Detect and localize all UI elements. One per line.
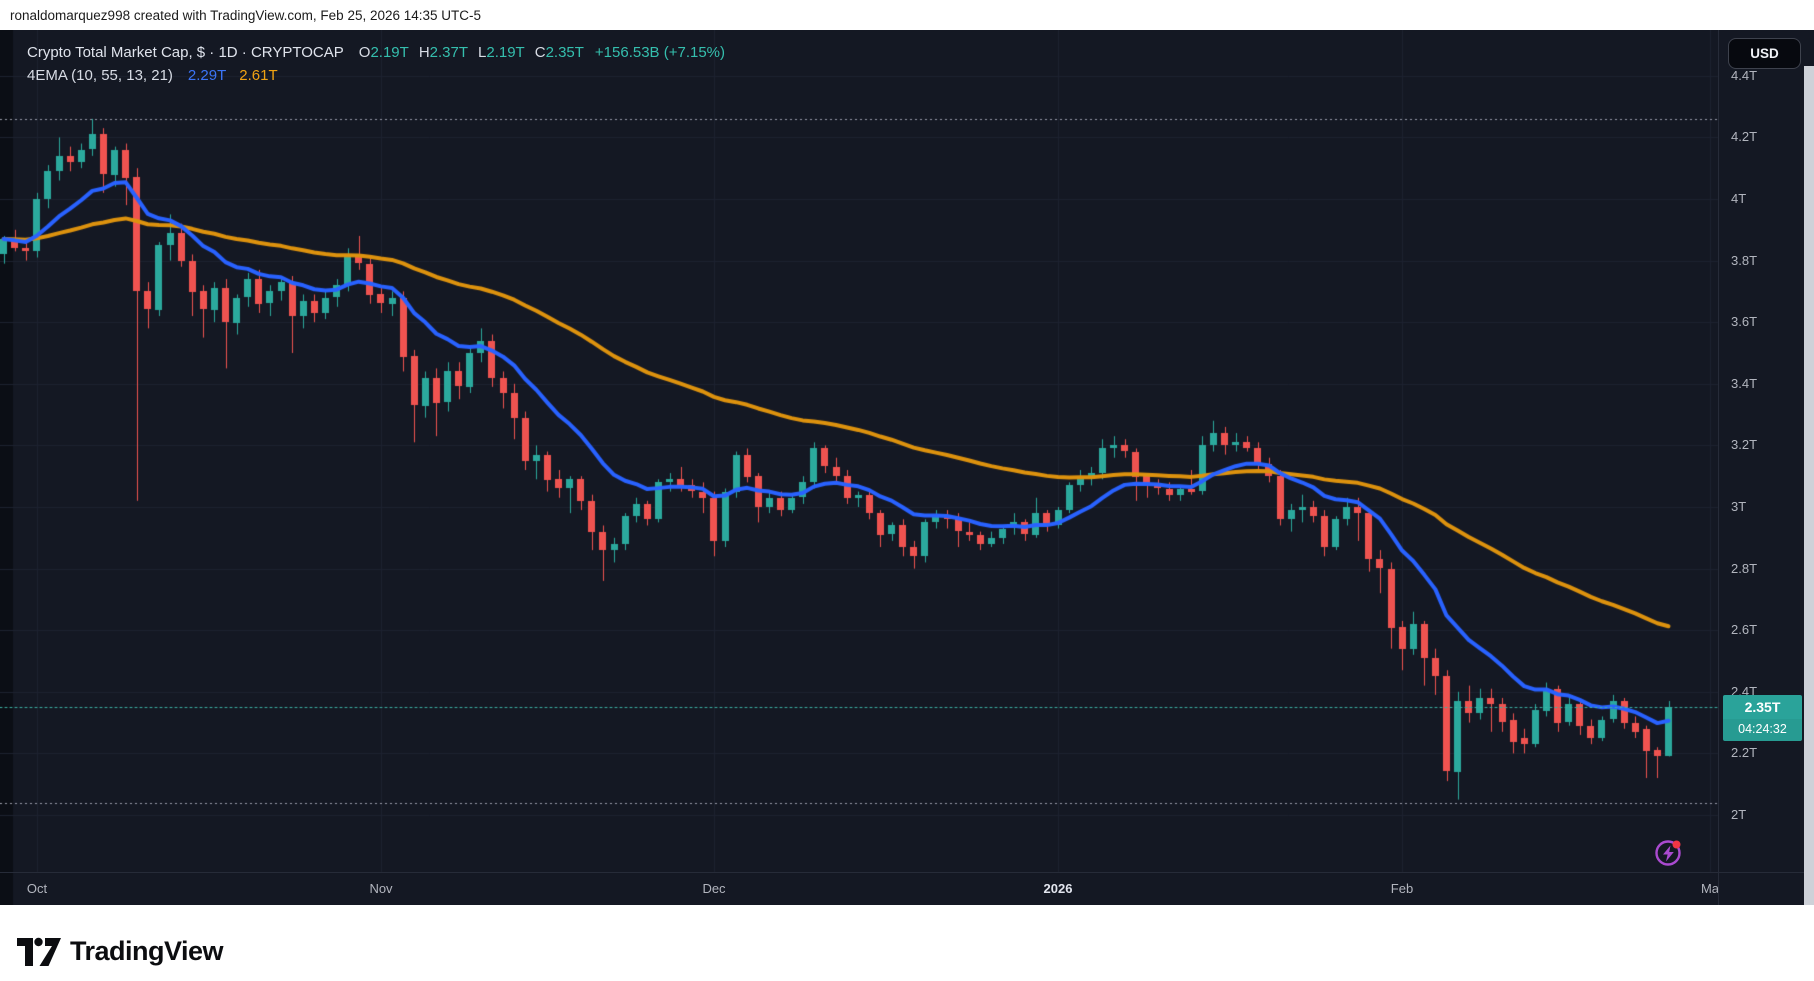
high-value: H2.37T (418, 44, 469, 61)
price-tick-label: 2.8T (1731, 560, 1758, 576)
price-tick-label: 3.8T (1731, 252, 1758, 268)
currency-toggle-button[interactable]: USD (1728, 38, 1801, 69)
price-tick-label: 3.4T (1731, 375, 1758, 391)
indicator-name: 4EMA (10, 55, 13, 21) (27, 67, 173, 84)
tradingview-logo-mark (17, 937, 61, 966)
legend-indicator-row[interactable]: 4EMA (10, 55, 13, 21) 2.29T 2.61T (27, 64, 725, 87)
price-tick-label: 4.2T (1731, 129, 1758, 145)
close-value: C2.35T (534, 44, 584, 61)
chart-panel: Crypto Total Market Cap, $ · 1D · CRYPTO… (0, 30, 1814, 905)
lightning-bolt-icon[interactable] (1654, 838, 1684, 868)
time-axis-label: 2026 (1043, 881, 1073, 896)
indicator-slow-value: 2.61T (239, 67, 278, 84)
tradingview-wordmark: TradingView (70, 935, 224, 966)
price-tick-label: 3.6T (1731, 314, 1758, 330)
bar-countdown-timer: 04:24:32 (1723, 719, 1802, 742)
price-axis[interactable]: USD 4.4T 4.2T 4T 3.8T 3.6T 3.4T 3.2T 3T 2.8T 2.6T… (1718, 30, 1814, 905)
last-price-value: 2.35T (1723, 695, 1802, 720)
time-axis-label: Feb (1390, 881, 1414, 896)
price-tick-label: 3.2T (1731, 437, 1758, 453)
price-tick-label: 4.4T (1731, 67, 1758, 83)
price-tick-label: 2.4T (1731, 683, 1758, 699)
tradingview-logo[interactable]: TradingView (17, 935, 224, 967)
change-value: +156.53B (+7.15%) (594, 44, 726, 61)
symbol-title: Crypto Total Market Cap, $ · 1D · CRYPTO… (27, 44, 344, 61)
low-value: L2.19T (478, 44, 525, 61)
time-axis-label: Dec (702, 881, 726, 896)
chart-legend: Crypto Total Market Cap, $ · 1D · CRYPTO… (27, 41, 725, 87)
time-axis[interactable]: Oct Nov Dec 2026 Feb Ma (0, 872, 1814, 905)
open-value: O2.19T (358, 44, 409, 61)
price-tick-label: 4T (1731, 191, 1747, 206)
price-tick-label: 3T (1731, 499, 1747, 514)
ohlc-values: O2.19T H2.37T L2.19T C2.35T (359, 41, 584, 64)
time-axis-label: Ma (1700, 881, 1718, 896)
attribution-text: ronaldomarquez998 created with TradingVi… (10, 7, 482, 23)
page-footer: TradingView (0, 905, 1814, 981)
last-price-badge: 2.35T 04:24:32 (1723, 695, 1802, 742)
legend-symbol-row[interactable]: Crypto Total Market Cap, $ · 1D · CRYPTO… (27, 41, 725, 64)
time-axis-label: Nov (369, 881, 393, 896)
time-axis-label: Oct (26, 881, 48, 896)
price-tick-label: 2.2T (1731, 745, 1758, 761)
indicator-fast-value: 2.29T (187, 67, 227, 84)
right-edge-scrollbar[interactable] (1804, 66, 1814, 905)
price-chart-canvas[interactable] (0, 30, 1814, 905)
price-tick-label: 2.6T (1731, 622, 1758, 638)
time-axis-labels: Oct Nov Dec 2026 Feb Ma (0, 873, 1718, 906)
price-tick-label: 2T (1731, 807, 1747, 822)
